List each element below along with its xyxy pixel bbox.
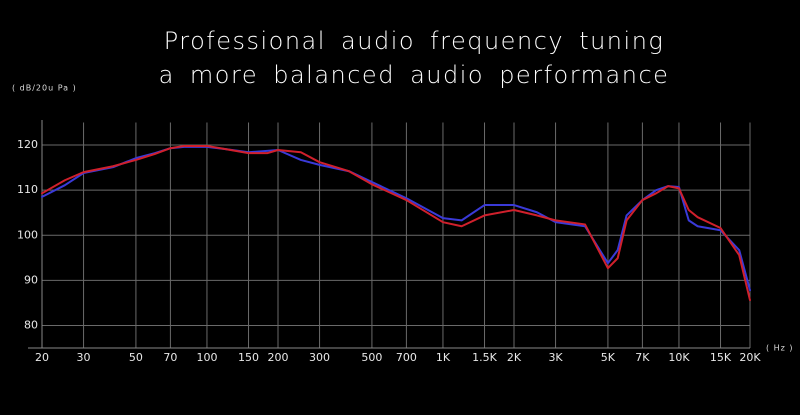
x-tick-label: 1.5K (472, 351, 497, 364)
x-tick-label: 15K (710, 351, 732, 364)
x-tick-label: 700 (396, 351, 417, 364)
x-tick-label: 10K (668, 351, 690, 364)
y-tick-label: 80 (24, 318, 38, 331)
x-tick-label: 20 (35, 351, 49, 364)
chart-subtitle: a more balanced audio performance (159, 61, 670, 89)
x-tick-label: 5K (601, 351, 616, 364)
y-tick-label: 90 (24, 273, 38, 286)
x-tick-label: 30 (77, 351, 91, 364)
x-tick-label: 70 (163, 351, 177, 364)
plot-area (41, 144, 751, 302)
x-tick-label: 50 (129, 351, 143, 364)
x-tick-label: 3K (548, 351, 563, 364)
y-tick-label: 100 (17, 228, 38, 241)
response-line (41, 144, 751, 302)
y-tick-label: 110 (17, 183, 38, 196)
x-tick-label: 2K (507, 351, 522, 364)
chart-title: Professional audio frequency tuning (164, 27, 665, 55)
grid (41, 122, 751, 348)
x-tick-label: 7K (635, 351, 650, 364)
y-axis-label: ( dB/20u Pa ) (12, 84, 77, 93)
x-tick-label: 100 (196, 351, 217, 364)
x-axis-label: ( Hz ) (766, 344, 794, 353)
x-tick-label: 500 (361, 351, 382, 364)
x-tick-label: 200 (268, 351, 289, 364)
x-tick-label: 150 (238, 351, 259, 364)
x-tick-label: 300 (309, 351, 330, 364)
y-tick-label: 120 (17, 138, 38, 151)
tick-labels: 80 90 100 110 120 20 30 50 70 100 150 200 300 500 700 1… (17, 138, 761, 364)
x-tick-label: 1K (436, 351, 451, 364)
x-tick-label: 20K (739, 351, 761, 364)
